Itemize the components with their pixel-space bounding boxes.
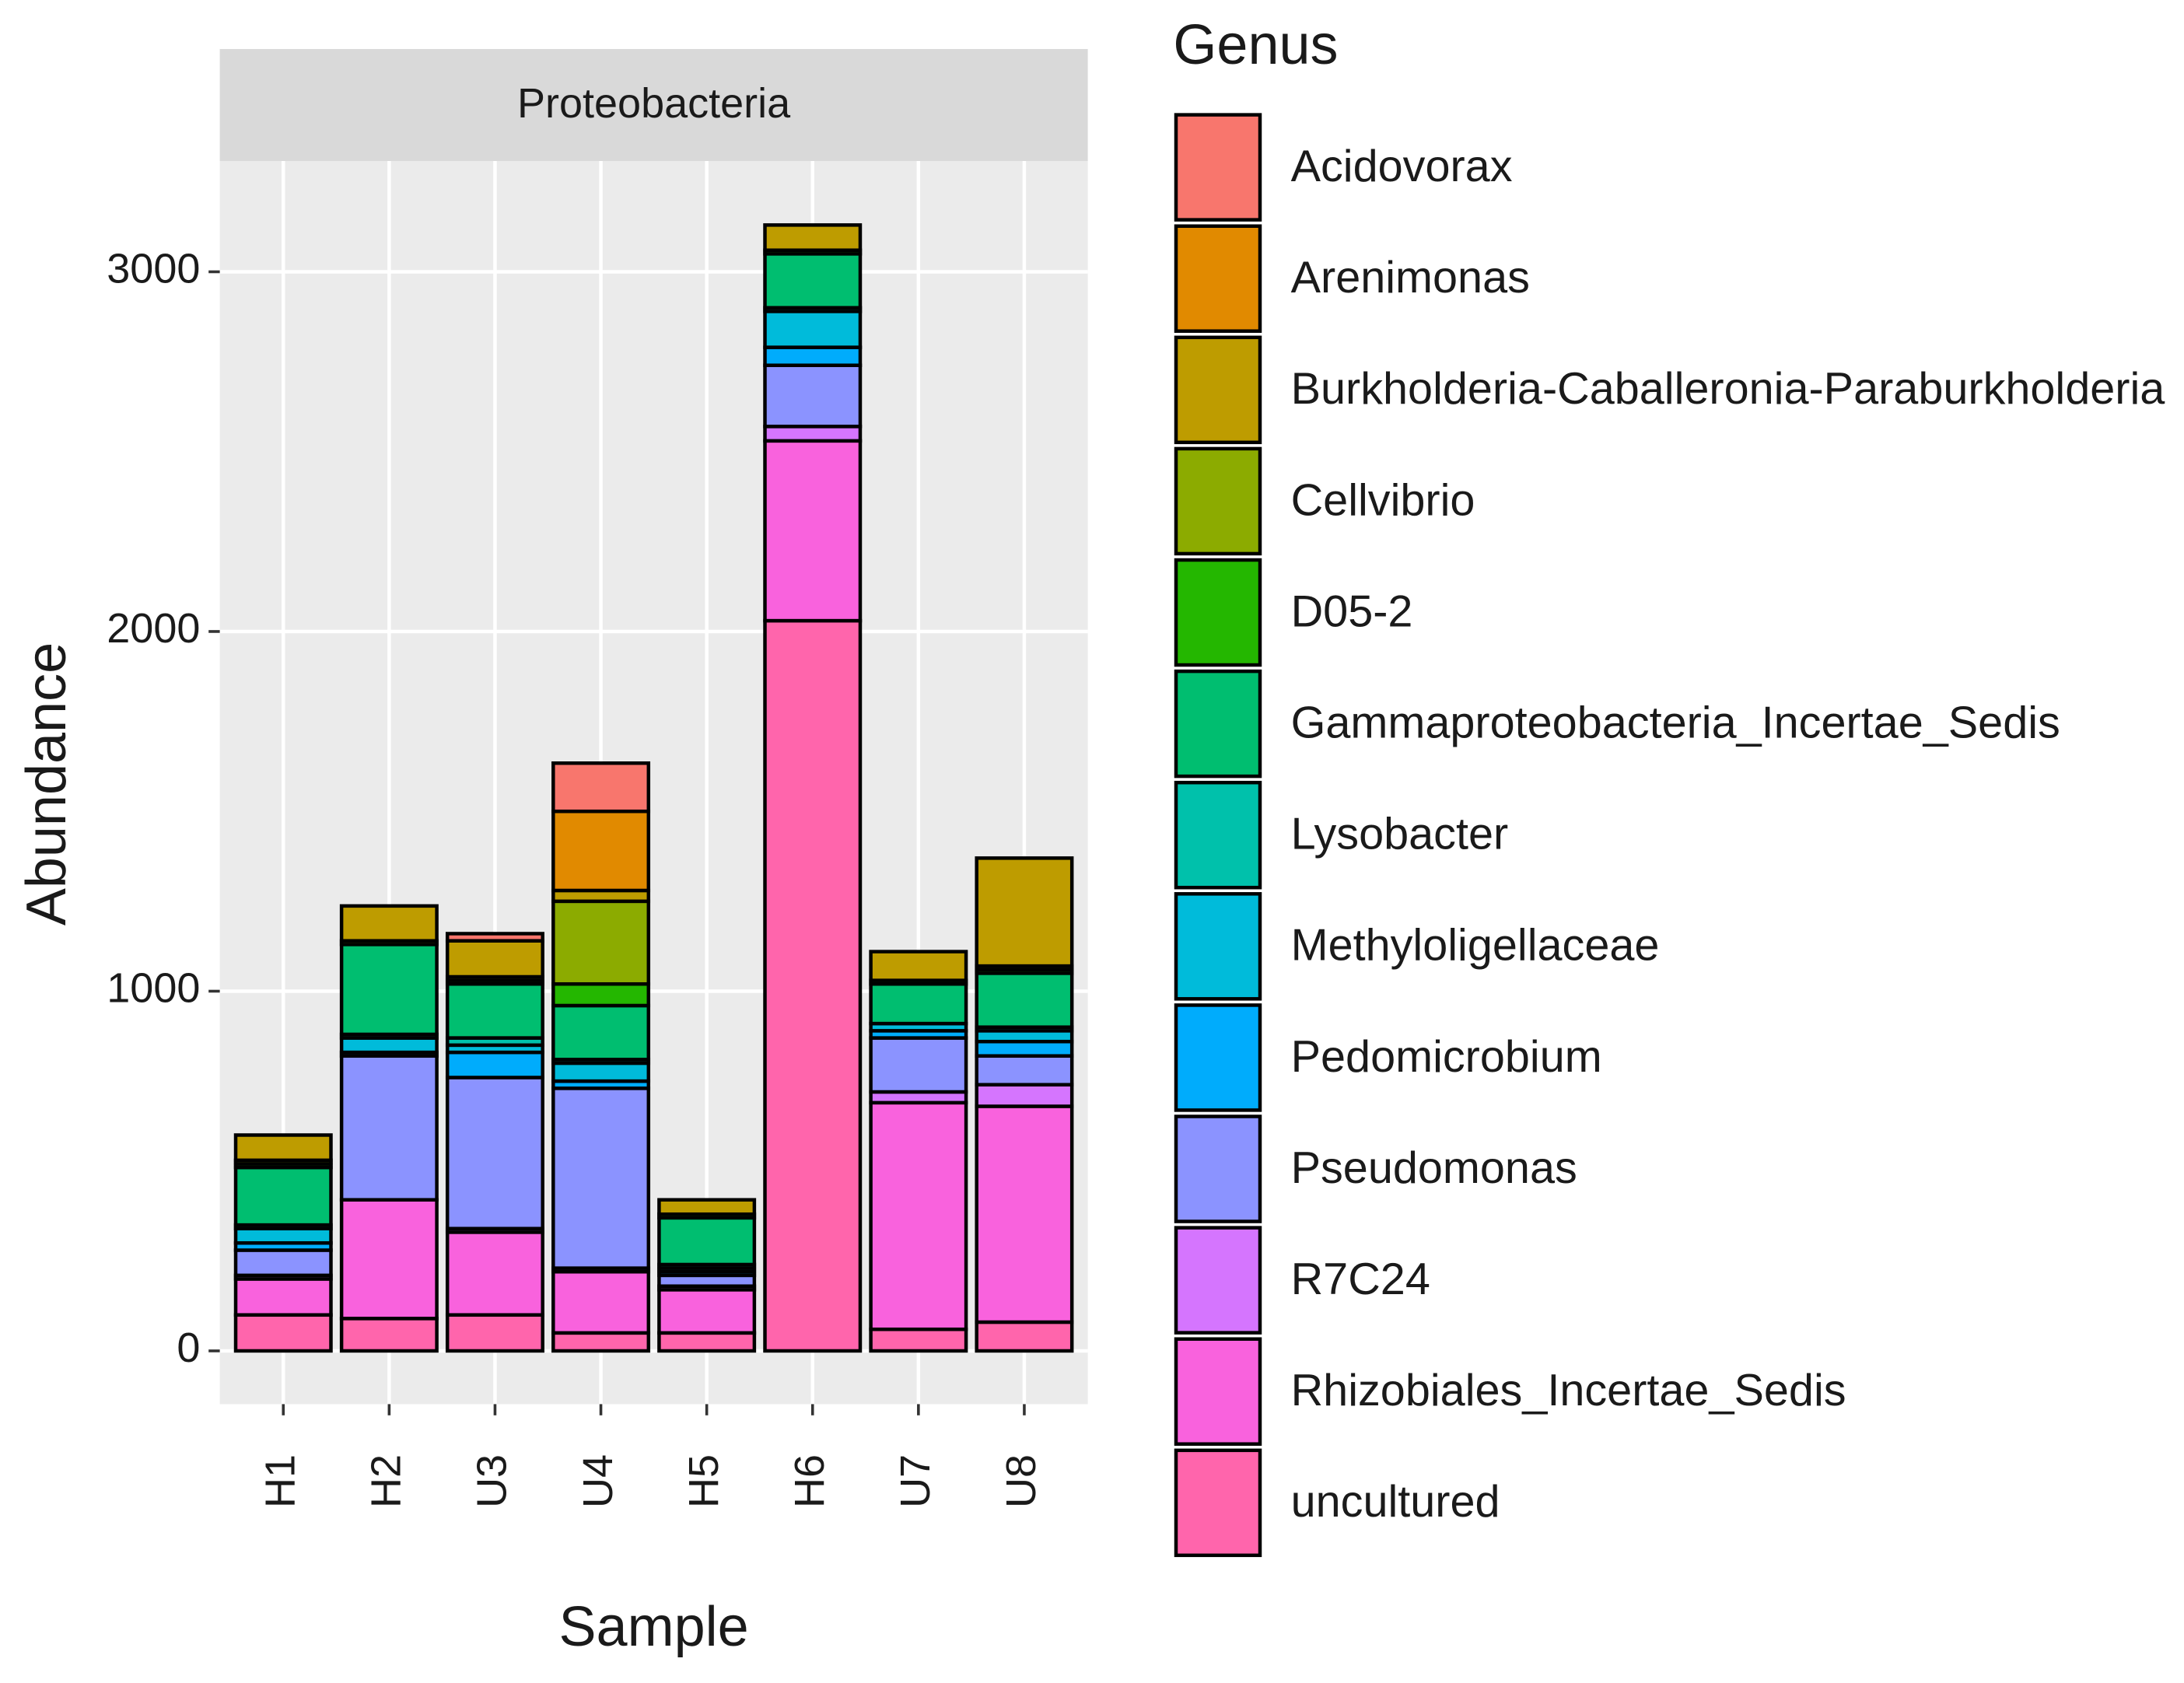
- bar-segment: [445, 932, 544, 943]
- bar-segment: [551, 981, 651, 1008]
- legend-label: Lysobacter: [1291, 810, 1509, 859]
- bar-segment: [339, 1198, 439, 1321]
- x-tick-label: U3: [469, 1454, 516, 1508]
- bar-segment: [763, 363, 863, 429]
- x-tick-label: U8: [998, 1454, 1045, 1508]
- facet-label: Proteobacteria: [517, 80, 791, 127]
- y-tick-label: 0: [177, 1324, 200, 1371]
- bar-segment: [551, 1086, 651, 1270]
- y-axis-title: Abundance: [16, 642, 78, 925]
- x-tick-label: H6: [786, 1454, 833, 1508]
- legend-label: D05-2: [1291, 586, 1413, 636]
- y-tick-label: 3000: [107, 246, 200, 292]
- bar-segment: [445, 1230, 544, 1317]
- bar-segment: [551, 899, 651, 986]
- bar-segment: [551, 1003, 651, 1062]
- legend-label: Methyloligellaceae: [1291, 921, 1660, 971]
- legend-key: [1174, 558, 1262, 667]
- bar-segment: [975, 1054, 1074, 1086]
- legend-label: Pedomicrobium: [1291, 1032, 1602, 1082]
- bar-segment: [551, 1061, 651, 1083]
- bar-segment: [763, 345, 863, 367]
- bar-segment: [763, 439, 863, 623]
- bar-segment: [551, 809, 651, 893]
- bar-segment: [975, 1320, 1074, 1353]
- bar-segment: [975, 971, 1074, 1029]
- bar-segment: [551, 761, 651, 814]
- bar-segment: [233, 1277, 333, 1317]
- bar-segment: [869, 1036, 968, 1094]
- bar-segment: [869, 1327, 968, 1353]
- legend-label: Arenimonas: [1291, 253, 1530, 303]
- bar-segment: [763, 425, 863, 443]
- legend-label: uncultured: [1291, 1477, 1500, 1527]
- legend-key: [1174, 892, 1262, 1001]
- legend-key: [1174, 780, 1262, 890]
- bar-segment: [975, 1104, 1074, 1324]
- legend-key: [1174, 224, 1262, 333]
- legend-label: Cellvibrio: [1291, 475, 1475, 525]
- bar-segment: [445, 939, 544, 979]
- bar-segment: [763, 223, 863, 252]
- bar-segment: [657, 1331, 757, 1353]
- legend-label: Acidovorax: [1291, 142, 1513, 191]
- bar-segment: [551, 1269, 651, 1335]
- bar-segment: [339, 1036, 439, 1055]
- legend-label: Rhizobiales_Incertae_Sedis: [1291, 1366, 1846, 1415]
- legend-key: [1174, 446, 1262, 556]
- bar-segment: [339, 1317, 439, 1353]
- bar-segment: [233, 1165, 333, 1227]
- bar-segment: [869, 950, 968, 982]
- bar-segment: [551, 1331, 651, 1353]
- bar-segment: [339, 904, 439, 943]
- legend-title: Genus: [1173, 14, 1338, 76]
- legend-key: [1174, 113, 1262, 222]
- facet-strip: [219, 49, 1088, 162]
- bar-segment: [975, 1039, 1074, 1058]
- bar-segment: [233, 1133, 333, 1163]
- legend-key: [1174, 1448, 1262, 1558]
- x-axis-title: Sample: [559, 1596, 749, 1658]
- legend-label: Burkholderia-Caballeronia-Paraburkholder…: [1291, 364, 2166, 414]
- y-tick-label: 1000: [107, 965, 200, 1012]
- legend-key: [1174, 1003, 1262, 1112]
- bar-segment: [975, 1083, 1074, 1108]
- legend-key: [1174, 1114, 1262, 1223]
- bar-segment: [869, 1100, 968, 1331]
- bar-segment: [763, 310, 863, 349]
- bar-segment: [975, 856, 1074, 968]
- y-tick-label: 2000: [107, 605, 200, 652]
- bar-segment: [445, 1050, 544, 1079]
- bar-segment: [657, 1288, 757, 1335]
- x-tick-label: H1: [257, 1454, 304, 1508]
- bar-segment: [233, 1248, 333, 1278]
- x-tick-label: U4: [575, 1454, 621, 1508]
- legend-label: Pseudomonas: [1291, 1143, 1577, 1193]
- legend-label: R7C24: [1291, 1254, 1430, 1304]
- legend-key: [1174, 335, 1262, 445]
- x-tick-label: H2: [363, 1454, 410, 1508]
- legend-label: Gammaproteobacteria_Incertae_Sedis: [1291, 698, 2060, 748]
- bar-segment: [657, 1198, 757, 1216]
- bar-segment: [339, 1054, 439, 1202]
- bar-segment: [657, 1216, 757, 1267]
- bar-segment: [445, 981, 544, 1040]
- bar-segment: [763, 618, 863, 1353]
- bar-segment: [869, 981, 968, 1026]
- bar-segment: [233, 1226, 333, 1245]
- legend-key: [1174, 1337, 1262, 1446]
- bar-segment: [445, 1313, 544, 1353]
- legend-key: [1174, 1226, 1262, 1335]
- bar-segment: [233, 1313, 333, 1353]
- bar-segment: [339, 943, 439, 1037]
- bar-segment: [445, 1076, 544, 1230]
- legend-key: [1174, 669, 1262, 779]
- x-tick-label: U7: [892, 1454, 939, 1508]
- x-tick-label: H5: [681, 1454, 727, 1508]
- bar-segment: [763, 252, 863, 310]
